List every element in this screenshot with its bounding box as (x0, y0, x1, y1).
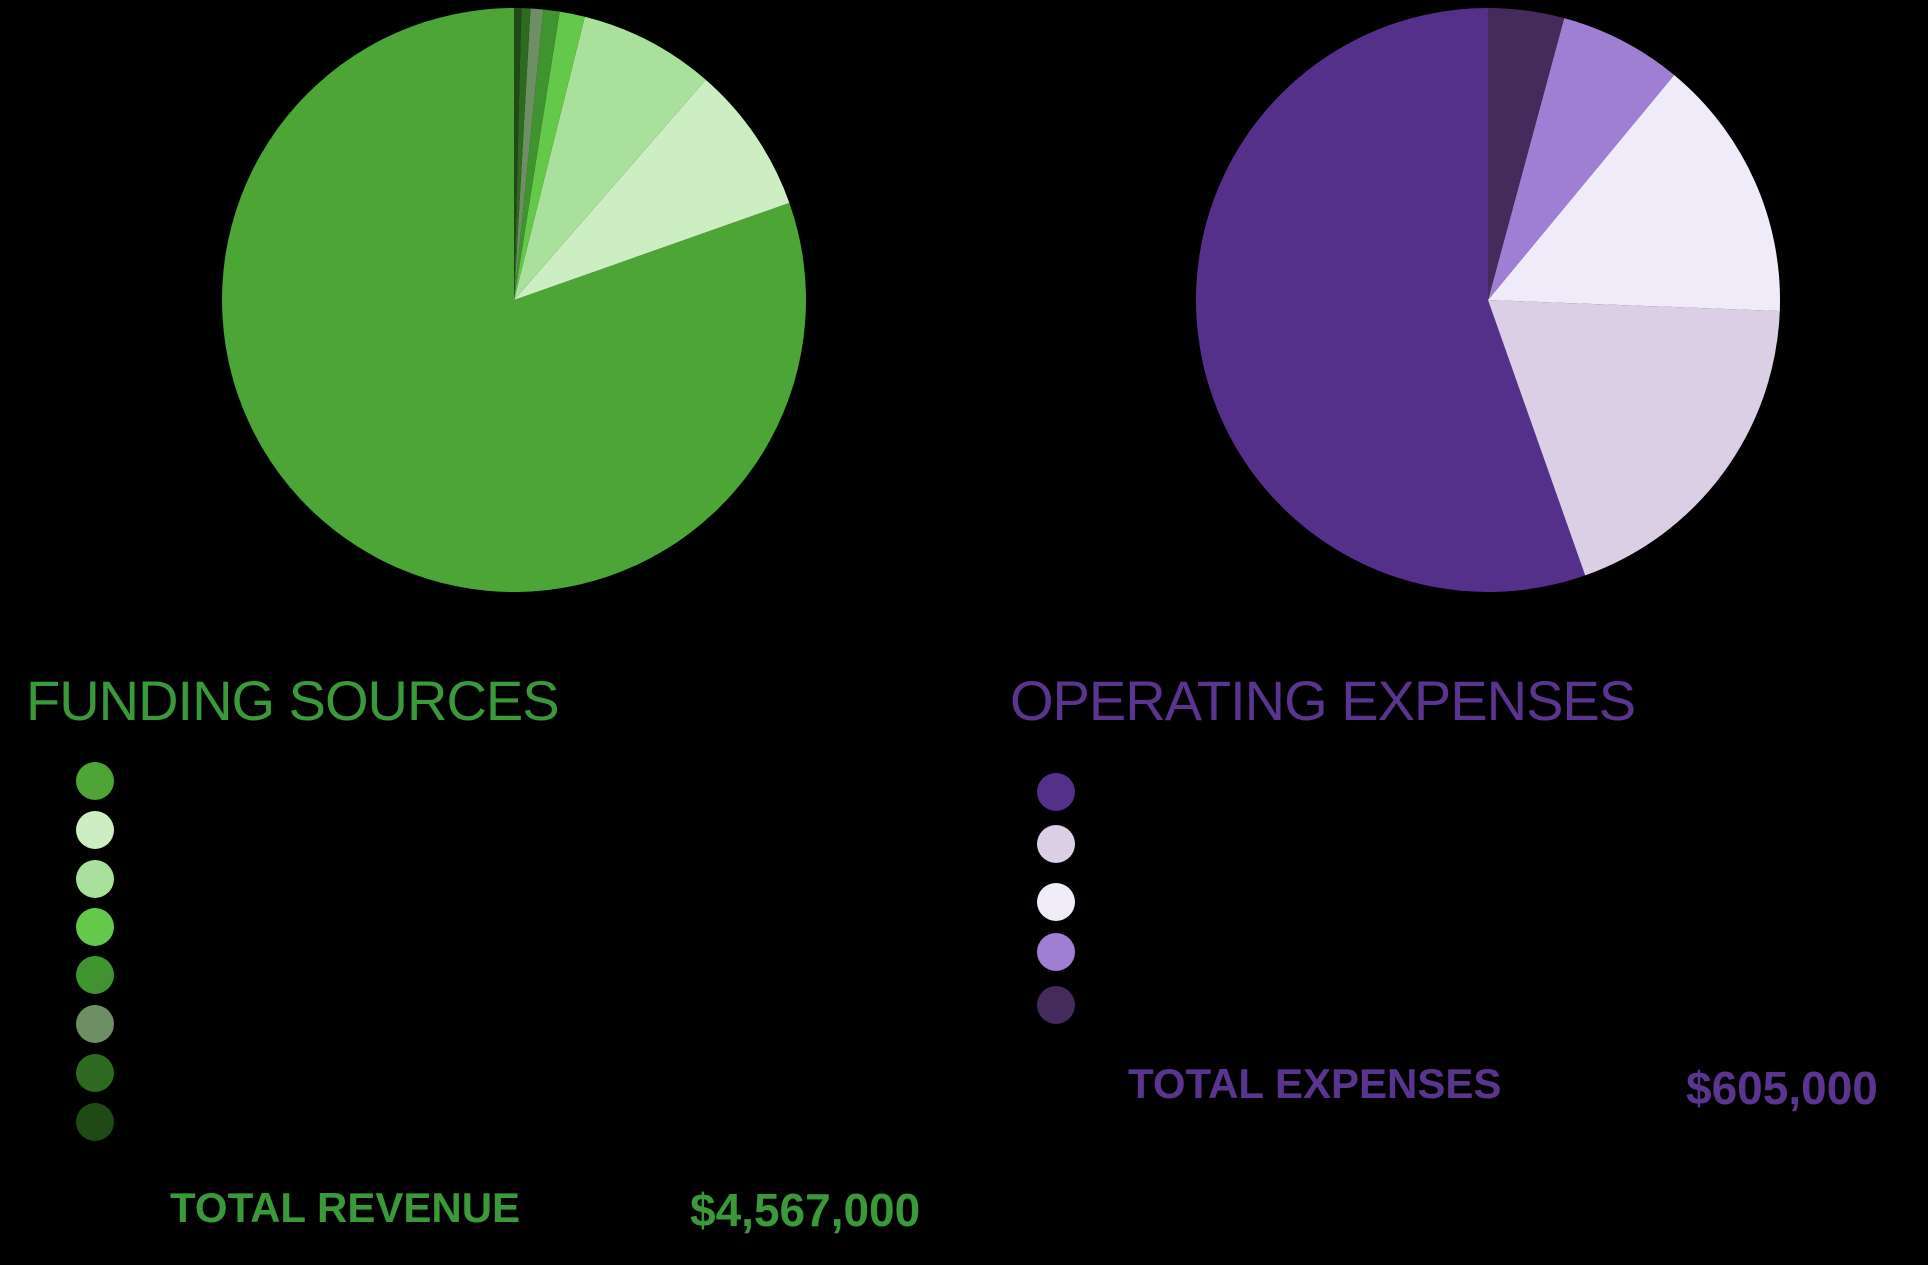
funding-slice-3 (514, 16, 706, 300)
funding-slice-5 (514, 9, 560, 300)
expenses-slice-4 (1488, 18, 1675, 301)
funding-slice-1 (221, 8, 806, 592)
expenses-legend-item (1037, 986, 1075, 1024)
operating-expenses-title: OPERATING EXPENSES (1010, 669, 1636, 732)
funding-slice-8 (514, 7, 522, 300)
funding-legend-swatch (76, 762, 114, 800)
funding-legend-swatch (76, 908, 114, 946)
total-expenses-label: TOTAL EXPENSES (1128, 1060, 1502, 1107)
expenses-pie-chart (1195, 7, 1780, 593)
funding-legend-item (76, 1103, 114, 1141)
funding-legend-item (76, 908, 114, 946)
funding-legend-swatch (76, 860, 114, 898)
expenses-legend-swatch (1037, 933, 1075, 971)
funding-slice-2 (514, 79, 790, 300)
total-expenses-value: $605,000 (1686, 1062, 1878, 1114)
expenses-slice-3 (1488, 75, 1780, 312)
expenses-legend-item (1037, 773, 1075, 811)
funding-legend-item (76, 860, 114, 898)
expenses-legend-item (1037, 883, 1075, 921)
funding-legend-item (76, 811, 114, 849)
funding-pie-chart (221, 7, 806, 592)
funding-sources-title: FUNDING SOURCES (26, 669, 560, 732)
funding-legend-swatch (76, 1054, 114, 1092)
expenses-legend-item (1037, 825, 1075, 863)
funding-legend-swatch (76, 956, 114, 994)
funding-legend-item (76, 956, 114, 994)
funding-legend-swatch (76, 1103, 114, 1141)
funding-legend-swatch (76, 1005, 114, 1043)
funding-slice-4 (514, 11, 585, 300)
funding-legend-item (76, 762, 114, 800)
funding-legend-item (76, 1054, 114, 1092)
total-revenue-label: TOTAL REVENUE (170, 1184, 521, 1231)
funding-slice-7 (514, 8, 531, 301)
expenses-slice-5 (1488, 8, 1565, 300)
expenses-slice-2 (1488, 300, 1780, 576)
expenses-legend-swatch (1037, 825, 1075, 863)
expenses-legend-item (1037, 933, 1075, 971)
expenses-slice-1 (1195, 7, 1586, 593)
expenses-legend-swatch (1037, 773, 1075, 811)
expenses-legend-swatch (1037, 883, 1075, 921)
funding-legend-item (76, 1005, 114, 1043)
total-revenue-value: $4,567,000 (690, 1184, 921, 1236)
funding-legend-swatch (76, 811, 114, 849)
funding-slice-6 (514, 8, 544, 300)
expenses-legend-swatch (1037, 986, 1075, 1024)
